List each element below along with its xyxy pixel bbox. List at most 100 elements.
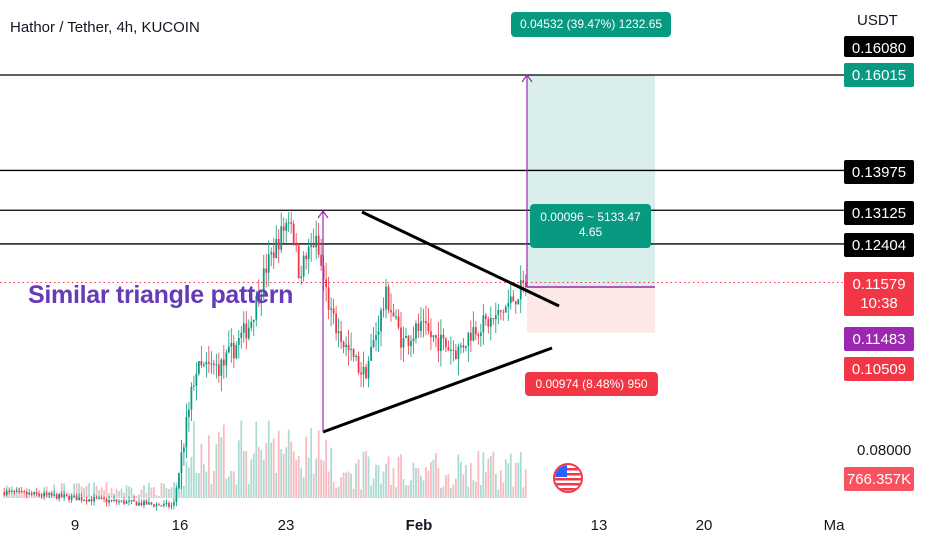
candle-body xyxy=(55,494,58,499)
risk-reward-callout: 0.00096 ~ 5133.47 4.65 xyxy=(530,204,651,248)
volume-bar xyxy=(128,486,130,498)
candle-body xyxy=(447,347,450,351)
volume-bar xyxy=(504,459,507,498)
candle-body xyxy=(300,276,303,279)
us-flag-event-icon[interactable] xyxy=(553,463,583,493)
candle-body xyxy=(20,490,23,492)
candle-body xyxy=(88,499,90,502)
volume-bar xyxy=(430,462,432,498)
candle-body xyxy=(35,492,38,494)
candle-body xyxy=(160,505,163,507)
candle-body xyxy=(180,452,183,474)
candle-body xyxy=(460,345,462,347)
candle-body xyxy=(135,501,138,506)
volume-bar xyxy=(73,483,75,498)
candle-body xyxy=(489,318,492,327)
candle-body xyxy=(63,494,66,498)
candle-body xyxy=(8,491,11,493)
candle-body xyxy=(247,327,250,339)
candle-body xyxy=(38,493,41,496)
volume-bar xyxy=(330,447,332,498)
candle-body xyxy=(98,497,100,499)
volume-bar xyxy=(285,447,288,498)
volume-bar xyxy=(455,478,457,498)
candle-body xyxy=(442,334,445,339)
candle-body xyxy=(492,318,495,320)
volume-bar xyxy=(400,454,402,498)
candle-body xyxy=(123,500,125,504)
volume-bar xyxy=(28,492,31,498)
symbol-title[interactable]: Hathor / Tether, 4h, KUCOIN xyxy=(10,19,200,36)
volume-bar xyxy=(325,440,328,498)
candle-body xyxy=(255,296,258,320)
position-zones xyxy=(527,75,655,333)
volume-bar xyxy=(163,484,165,498)
volume-bar xyxy=(370,485,372,498)
volume-bar xyxy=(155,494,158,498)
volume-bar xyxy=(487,458,490,498)
candle-body xyxy=(502,311,505,313)
candle-body xyxy=(450,349,452,351)
volume-bar xyxy=(402,478,405,498)
candle-body xyxy=(227,346,230,353)
candle-body xyxy=(210,363,213,365)
current-price-tag: 0.11579 10:38 xyxy=(844,272,914,316)
candle-body xyxy=(327,287,330,310)
candle-body xyxy=(397,316,400,328)
x-tick-13: 13 xyxy=(590,517,608,534)
candle-body xyxy=(430,331,432,338)
candle-body xyxy=(202,364,205,366)
candle-body xyxy=(108,500,110,503)
volume-bar xyxy=(494,473,497,498)
candle-body xyxy=(275,238,278,258)
candle-body xyxy=(422,321,425,323)
volume-bar xyxy=(160,483,163,498)
volume-bar xyxy=(103,490,105,498)
volume-bar xyxy=(145,492,148,498)
volume-bar xyxy=(462,474,465,498)
candle-body xyxy=(163,503,165,506)
drawings xyxy=(317,73,560,434)
volume-bar xyxy=(202,464,205,498)
volume-bar xyxy=(215,444,218,498)
candle-body xyxy=(222,359,225,366)
candle-body xyxy=(317,235,320,255)
risk-reward-ratio: 4.65 xyxy=(578,225,603,239)
volume-bar xyxy=(193,421,195,498)
candle-body xyxy=(464,345,467,348)
volume-bar xyxy=(320,459,323,498)
volume-bar xyxy=(297,455,300,498)
candle-body xyxy=(118,501,120,503)
candle-body xyxy=(345,344,347,348)
candle-body xyxy=(45,493,48,495)
candle-body xyxy=(125,501,128,504)
volume-bar xyxy=(133,494,135,498)
candle-body xyxy=(262,268,265,295)
candle-body xyxy=(474,327,477,335)
candle-body xyxy=(267,254,270,273)
price-tag-level-2: 0.13975 xyxy=(844,160,914,184)
candle-body xyxy=(357,355,360,373)
candle-body xyxy=(280,226,283,250)
volume-bar xyxy=(63,483,66,498)
volume-bar xyxy=(422,480,425,498)
volume-bar xyxy=(277,430,280,498)
candle-body xyxy=(285,222,288,231)
volume-bar xyxy=(460,461,462,498)
candle-body xyxy=(138,502,140,506)
candle-body xyxy=(165,502,168,504)
candle-body xyxy=(270,252,273,255)
candle-body xyxy=(372,339,375,347)
volume-bar xyxy=(362,451,365,498)
candle-body xyxy=(53,494,56,496)
projection-arrow-head xyxy=(521,73,533,83)
candle-body xyxy=(170,505,173,507)
volume-bar xyxy=(262,459,265,498)
candle-body xyxy=(337,331,340,334)
target-callout: 0.04532 (39.47%) 1232.65 xyxy=(511,12,671,37)
volume-bar xyxy=(183,485,185,498)
candle-body xyxy=(342,341,345,348)
x-tick-9: 9 xyxy=(70,517,80,534)
candle-body xyxy=(400,327,402,348)
